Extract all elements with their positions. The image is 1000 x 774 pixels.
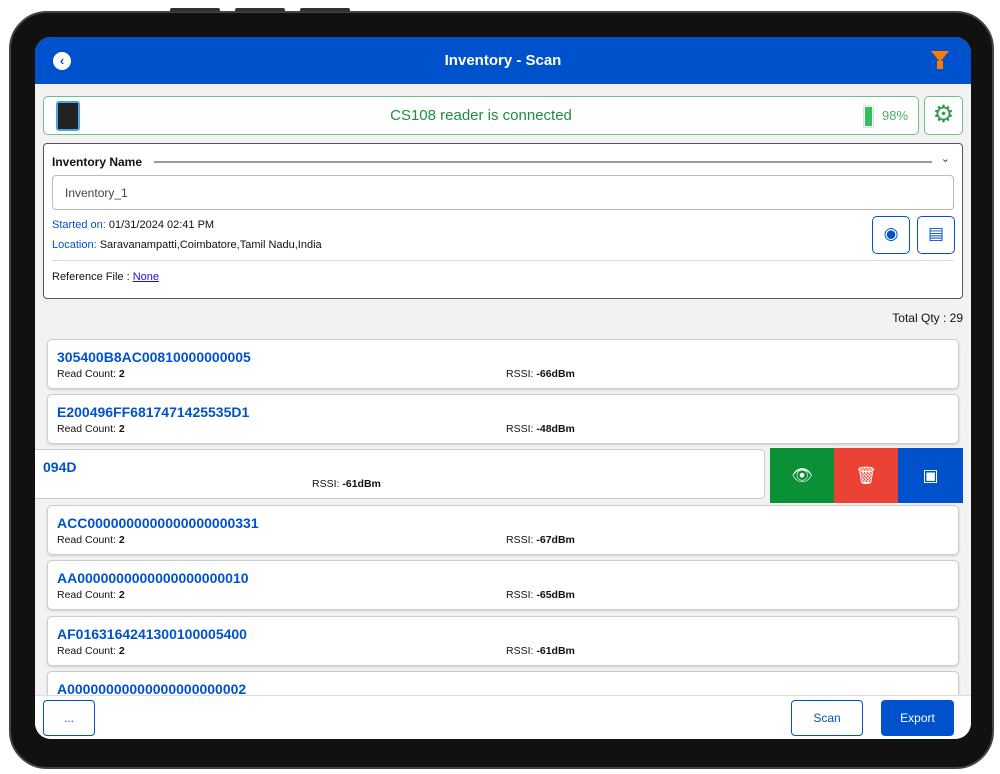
rssi: RSSI: -61dBm <box>506 645 575 657</box>
read-count: Read Count: 2 <box>57 368 125 380</box>
map-pin-icon: ◉ <box>883 224 899 243</box>
back-icon[interactable]: ‹ <box>53 52 71 70</box>
tag-row[interactable]: 305400B8AC00810000000005 Read Count: 2 RSS… <box>47 339 959 389</box>
trash-icon: 🗑 <box>855 466 877 485</box>
rssi: RSSI: -61dBm <box>312 478 381 490</box>
battery-icon <box>863 105 874 128</box>
reference-label: Reference File : <box>52 271 130 283</box>
tag-row[interactable]: AA0000000000000000000010 Read Count: 2 RSS… <box>47 560 959 610</box>
rssi: RSSI: -66dBm <box>506 368 575 380</box>
inventory-name-label: Inventory Name <box>52 155 143 169</box>
started-on: Started on: 01/31/2024 02:41 PM <box>52 219 214 231</box>
page-title: Inventory - Scan <box>444 52 562 69</box>
inventory-panel: Inventory Name ⌄ Started on: 01/31/2024 … <box>43 143 963 299</box>
tag-row[interactable]: ACC0000000000000000000331 Read Count: 2 RS… <box>47 505 959 555</box>
divider <box>154 161 932 163</box>
more-button[interactable]: ... <box>43 700 95 736</box>
hardware-button <box>235 8 285 12</box>
top-bar: ‹ Inventory - Scan <box>35 37 971 84</box>
app-screen: ‹ Inventory - Scan CS108 reader is conne… <box>35 37 971 739</box>
rssi: RSSI: -65dBm <box>506 589 575 601</box>
settings-button[interactable]: ⚙ <box>924 96 963 135</box>
hardware-button <box>170 8 220 12</box>
scan-button[interactable]: Scan <box>791 700 863 736</box>
rssi: RSSI: -48dBm <box>506 423 575 435</box>
location-label: Location: <box>52 239 97 251</box>
tag-id: 305400B8AC00810000000005 <box>57 349 251 365</box>
read-count: Read Count: 2 <box>57 589 125 601</box>
read-count: Read Count: 2 <box>57 645 125 657</box>
locate-tag-button[interactable]: ▣ <box>898 448 963 503</box>
eye-icon: 👁 <box>791 466 813 485</box>
delete-button[interactable]: 🗑 <box>834 448 898 503</box>
location: Location: Saravanampatti,Coimbatore,Tami… <box>52 239 322 251</box>
location-value: Saravanampatti,Coimbatore,Tamil Nadu,Ind… <box>99 239 322 251</box>
read-count: Read Count: 2 <box>57 423 125 435</box>
tag-id: 094D <box>43 459 77 475</box>
connection-status-bar: CS108 reader is connected 98% <box>43 96 919 135</box>
location-button[interactable]: ◉ <box>872 216 910 254</box>
tag-id: E200496FF6817471425535D1 <box>57 404 250 420</box>
tag-id: AA0000000000000000000010 <box>57 570 249 586</box>
clipboard-icon: ▤ <box>927 224 945 243</box>
tag-row[interactable]: E200496FF6817471425535D1 Read Count: 2 RSS… <box>47 394 959 444</box>
view-button[interactable]: 👁 <box>770 448 834 503</box>
rssi: RSSI: -67dBm <box>506 534 575 546</box>
chevron-down-icon[interactable]: ⌄ <box>940 153 950 165</box>
bottom-bar: ... Scan Export <box>35 695 971 739</box>
hardware-button <box>300 8 350 12</box>
divider <box>52 260 954 261</box>
tag-id: AF0163164241300100005400 <box>57 626 247 642</box>
started-value: 01/31/2024 02:41 PM <box>108 219 215 231</box>
export-button[interactable]: Export <box>881 700 954 736</box>
notes-button[interactable]: ▤ <box>917 216 955 254</box>
tag-id: ACC0000000000000000000331 <box>57 515 259 531</box>
tag-id: A00000000000000000000002 <box>57 681 247 697</box>
started-label: Started on: <box>52 219 106 231</box>
read-count: Read Count: 2 <box>57 534 125 546</box>
connection-status: CS108 reader is connected <box>390 107 572 124</box>
tag-row[interactable]: AF0163164241300100005400 Read Count: 2 RSS… <box>47 616 959 666</box>
total-qty: Total Qty : 29 <box>892 311 963 325</box>
reader-device-icon <box>56 101 80 131</box>
filter-icon[interactable] <box>931 51 949 69</box>
rfid-tag-icon: ▣ <box>922 466 939 485</box>
inventory-name-input[interactable] <box>52 175 954 210</box>
reference-file: Reference File : None <box>52 271 159 283</box>
gear-icon: ⚙ <box>932 101 955 128</box>
reference-file-link[interactable]: None <box>132 271 160 283</box>
tag-row-swiped[interactable]: 094D RSSI: -61dBm <box>35 449 765 499</box>
battery-percent: 98% <box>882 108 909 123</box>
